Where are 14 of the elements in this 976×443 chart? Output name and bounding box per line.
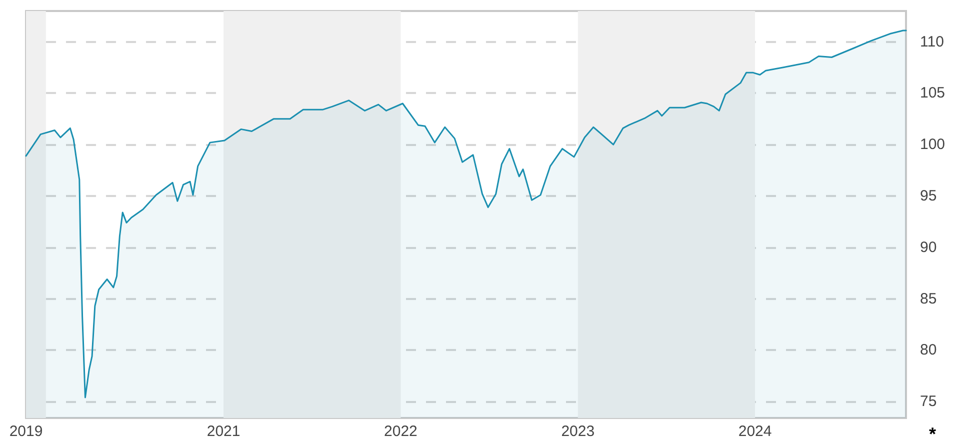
y-tick-label: 75 [920,393,937,410]
x-tick-label: 2024 [738,423,772,440]
x-tick-label: 2019 [9,423,43,440]
x-tick-label: 2023 [561,423,595,440]
x-tick-label: 2021 [206,423,240,440]
y-tick-label: 95 [920,188,937,204]
y-tick-label: 80 [920,342,937,359]
y-tick-label: 105 [920,84,946,102]
y-tick-label: 85 [920,290,937,308]
y-tick-label: 100 [920,136,946,154]
text: * [928,424,936,443]
x-tick-label: 2022 [384,423,418,440]
y-tick-label: 110 [920,33,944,50]
y-tick-label: 90 [920,238,937,256]
